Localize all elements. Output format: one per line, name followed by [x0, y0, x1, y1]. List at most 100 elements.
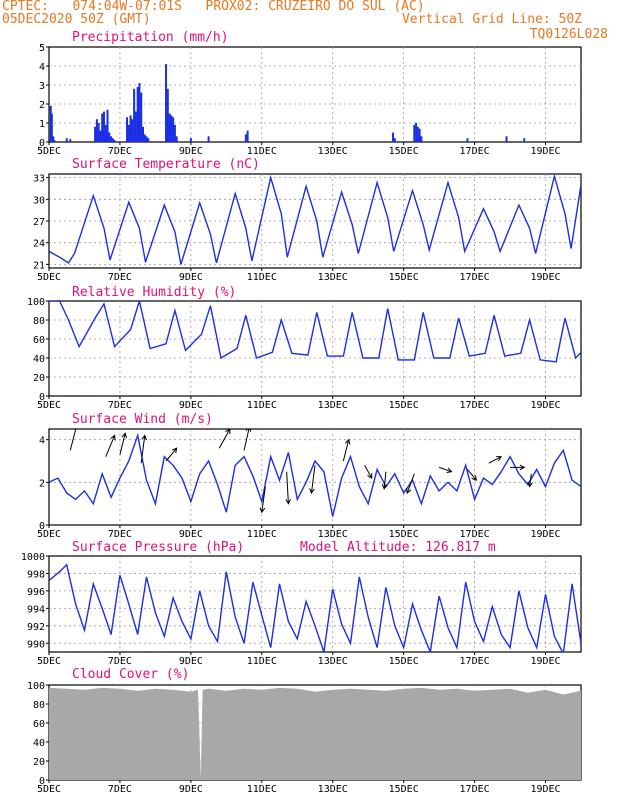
precip-y-tick-label: 0: [39, 138, 45, 149]
precip-bar: [50, 113, 53, 142]
precip-bar: [172, 117, 175, 142]
precip-x-tick-label: 13DEC: [318, 146, 348, 157]
wind-wind-arrow: [105, 435, 116, 457]
precip-bar: [145, 136, 148, 142]
wind-x-tick-label: 9DEC: [179, 529, 203, 540]
precip-bar: [138, 83, 141, 142]
pres-y-tick-label: 990: [27, 639, 45, 650]
cloud-x-tick-label: 15DEC: [389, 784, 419, 795]
precip-bar: [99, 130, 102, 142]
precip-bar: [173, 124, 176, 142]
wind-wind-arrow: [467, 469, 477, 481]
precip-x-tick-label: 15DEC: [389, 146, 419, 157]
precip-bar: [418, 128, 421, 142]
precip-x-tick-label: 19DEC: [530, 146, 560, 157]
temp-x-tick-label: 11DEC: [247, 272, 277, 283]
precip-bar: [110, 136, 113, 142]
precip-bar: [168, 113, 171, 142]
rh-x-tick-label: 7DEC: [108, 400, 132, 411]
rh-x-tick-label: 11DEC: [247, 400, 277, 411]
wind-wind-arrow: [488, 456, 502, 464]
rh-y-tick-label: 100: [27, 297, 45, 308]
wind-wind-arrowhead: [309, 488, 315, 495]
cloud-y-tick-label: 80: [33, 700, 45, 711]
wind-panel: 5DEC 7DEC 9DEC 11DEC 13DEC 15DEC 17DEC 19DEC 0 2 4…: [37, 412, 582, 540]
cloud-x-tick-label: 17DEC: [460, 784, 490, 795]
precip-bar: [97, 123, 100, 142]
wind-wind-arrowhead: [405, 487, 412, 494]
rh-x-tick-label: 5DEC: [37, 400, 61, 411]
precip-bar: [126, 117, 129, 142]
temp-x-tick-label: 5DEC: [37, 272, 61, 283]
precip-bar: [69, 139, 72, 142]
wind-series: [49, 429, 581, 517]
wind-frame: [48, 428, 582, 526]
rh-x-tick-label: 19DEC: [530, 400, 560, 411]
wind-wind-arrowhead: [171, 447, 178, 454]
temp-x-tick-label: 9DEC: [179, 272, 203, 283]
wind-wind-arrow: [218, 429, 231, 449]
rh-y-tick-label: 40: [33, 354, 45, 365]
cloud-panel: 5DEC 7DEC 9DEC 11DEC 13DEC 15DEC 17DEC 19DEC 0 20…: [27, 667, 582, 795]
wind-x-tick-label: 15DEC: [389, 529, 419, 540]
precip-bar: [52, 136, 55, 142]
cloud-x-tick-label: 7DEC: [108, 784, 132, 795]
wind-wind-arrowhead: [381, 483, 388, 490]
wind-wind-arrowhead: [527, 481, 533, 488]
wind-y-tick-label: 0: [39, 521, 45, 532]
wind-wind-arrow: [438, 466, 452, 473]
wind-line: [49, 432, 581, 517]
grid-note: Vertical Grid Line: 50Z: [401, 12, 582, 27]
wind-wind-arrowhead: [141, 434, 148, 441]
cloud-y-tick-label: 40: [33, 738, 45, 749]
pres-y-tick-label: 994: [27, 604, 45, 615]
pres-frame: [48, 555, 582, 653]
pres-panel: 5DEC 7DEC 9DEC 11DEC 13DEC 15DEC 17DEC 19DEC 990…: [21, 540, 582, 667]
precip-bar: [140, 92, 143, 142]
wind-wind-arrow: [364, 465, 373, 479]
precip-bar: [127, 124, 130, 142]
precip-bar: [106, 109, 109, 142]
precip-y-tick-label: 2: [39, 100, 45, 111]
precip-bar: [416, 126, 419, 142]
precip-bar: [413, 124, 416, 142]
precip-bar: [104, 124, 107, 142]
cloud-area: [49, 687, 581, 780]
rh-series: [49, 301, 581, 363]
pres-line: [49, 563, 581, 652]
precip-bar: [165, 64, 168, 142]
precip-y-tick-label: 3: [39, 81, 45, 92]
wind-wind-arrow: [69, 429, 77, 451]
wind-wind-arrowhead: [446, 467, 453, 474]
pres-y-tick-label: 998: [27, 569, 45, 580]
header-date: 05DEC2020 50Z (GMT): [2, 12, 151, 27]
wind-wind-arrowhead: [110, 434, 116, 441]
precip-bar: [166, 88, 169, 142]
wind-wind-arrowhead: [245, 429, 252, 432]
wind-x-tick-label: 19DEC: [530, 529, 560, 540]
pres-series: [49, 563, 581, 652]
precip-bar: [141, 126, 144, 142]
wind-x-tick-label: 17DEC: [460, 529, 490, 540]
pres-x-tick-label: 13DEC: [318, 656, 348, 667]
wind-wind-arrow: [140, 435, 146, 464]
temp-x-tick-label: 13DEC: [318, 272, 348, 283]
wind-wind-arrow: [310, 465, 316, 494]
precip-bar: [466, 138, 469, 142]
pres-x-tick-label: 17DEC: [460, 656, 490, 667]
wind-wind-arrowhead: [471, 475, 478, 482]
pres-x-tick-label: 5DEC: [37, 656, 61, 667]
precip-bar: [244, 134, 247, 142]
precip-bar: [101, 113, 104, 142]
wind-wind-arrowhead: [285, 498, 292, 505]
precip-bar: [129, 115, 132, 142]
wind-wind-arrow: [165, 447, 178, 462]
wind-x-tick-label: 5DEC: [37, 529, 61, 540]
precip-bar: [49, 105, 52, 142]
precip-x-tick-label: 9DEC: [179, 146, 203, 157]
precip-bar: [207, 136, 210, 142]
temp-line: [49, 174, 581, 265]
precip-bar: [53, 140, 56, 142]
temp-y-tick-label: 21: [33, 260, 45, 271]
